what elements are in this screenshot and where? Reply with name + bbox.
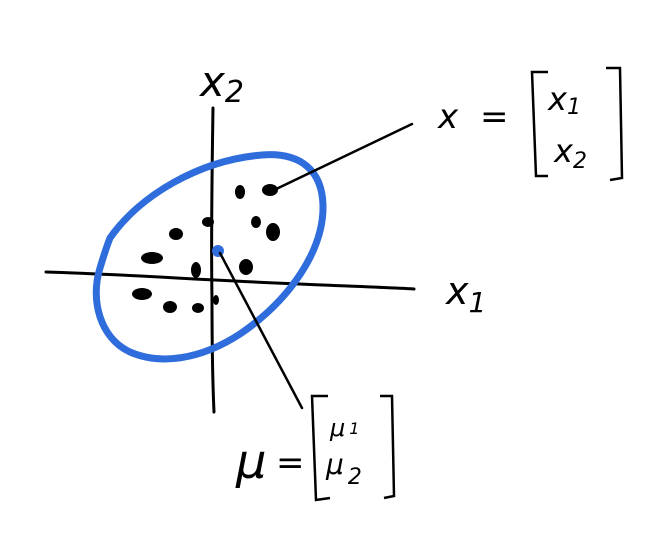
x2-axis-label: x2 (198, 57, 244, 110)
sample-vector-component-2: x2 (553, 132, 587, 174)
data-point (132, 288, 152, 300)
data-point (169, 228, 183, 240)
sample-vector-equals: = (480, 97, 509, 137)
data-point (213, 295, 219, 305)
x1-axis-label: x1 (445, 269, 486, 319)
sample-vector-lhs: x (437, 97, 459, 137)
sample-vector-equation: x = x1 x2 (437, 66, 624, 182)
mean-vector-right-bracket (380, 394, 396, 500)
data-point (239, 259, 253, 275)
data-point (262, 184, 278, 196)
mean-vector-equals: = (276, 443, 305, 483)
data-point (192, 303, 204, 313)
mean-vector-lhs: μ (235, 434, 267, 490)
data-point (191, 262, 201, 278)
distribution-ellipse (92, 151, 327, 363)
sample-vector-component-1: x1 (547, 80, 581, 120)
sample-vector-left-bracket (530, 70, 548, 178)
mean-pointer-line (218, 251, 304, 410)
data-point (251, 216, 261, 228)
data-points (132, 184, 280, 313)
data-point (163, 301, 177, 313)
x2-axis-line (210, 106, 216, 414)
data-point (141, 252, 163, 264)
data-point (235, 185, 245, 199)
sample-pointer-line (270, 122, 414, 193)
data-point (202, 217, 214, 227)
data-point (266, 223, 280, 241)
mean-vector-left-bracket (310, 394, 331, 502)
sample-vector-right-bracket (606, 66, 624, 182)
x1-axis-line (44, 270, 416, 291)
